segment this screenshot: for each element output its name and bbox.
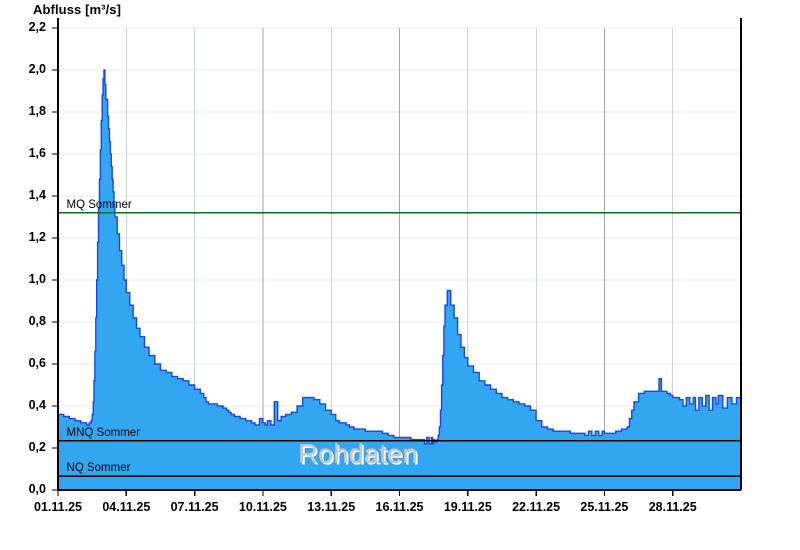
y-tick-label: 2,0 (28, 62, 46, 76)
y-tick-label: 1,6 (28, 146, 46, 160)
x-tick-label: 01.11.25 (34, 500, 82, 514)
x-tick-label: 04.11.25 (102, 500, 151, 514)
y-tick-label: 0,6 (28, 356, 46, 370)
rohdaten-watermark: Rohdaten (298, 439, 419, 470)
y-tick-label: 0,0 (28, 482, 46, 496)
x-tick-label: 22.11.25 (512, 500, 561, 514)
reference-line-label: MQ Sommer (66, 198, 132, 211)
x-tick-label: 25.11.25 (580, 500, 629, 514)
x-tick-label: 07.11.25 (170, 500, 219, 514)
x-tick-label: 13.11.25 (307, 500, 356, 514)
y-tick-label: 0,2 (28, 440, 46, 454)
reference-line-label: NQ Sommer (66, 462, 131, 475)
y-tick-label: 1,0 (28, 272, 46, 286)
y-tick-label: 0,8 (28, 314, 46, 328)
y-tick-label: 1,4 (28, 188, 46, 202)
axis-ticks (52, 27, 674, 496)
reference-lines (58, 212, 741, 478)
x-tick-label: 16.11.25 (375, 500, 424, 514)
reference-line-label: MNQ Sommer (66, 426, 141, 439)
y-axis-title: Abfluss [m³/s] (33, 2, 122, 17)
y-tick-label: 1,2 (28, 230, 46, 244)
y-tick-label: 1,8 (28, 104, 46, 118)
y-tick-label: 0,4 (28, 398, 46, 412)
y-tick-label: 2,2 (28, 20, 46, 34)
x-tick-label: 19.11.25 (443, 500, 492, 514)
x-tick-label: 10.11.25 (238, 500, 287, 514)
x-tick-label: 28.11.25 (648, 500, 697, 514)
discharge-series (58, 69, 742, 490)
